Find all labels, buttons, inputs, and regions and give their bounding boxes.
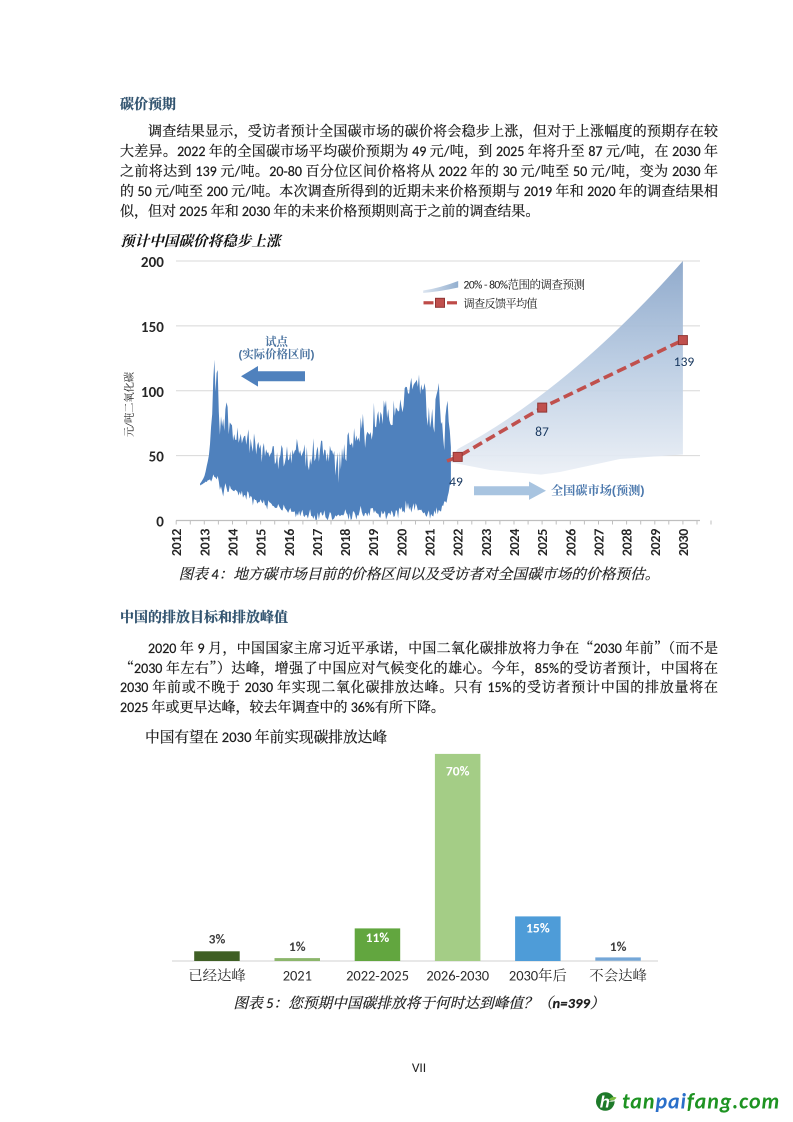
svg-text:49: 49 bbox=[449, 473, 463, 490]
svg-text:2012: 2012 bbox=[168, 529, 185, 556]
svg-text:2027: 2027 bbox=[591, 529, 608, 556]
svg-text:2026-2030: 2026-2030 bbox=[426, 967, 489, 985]
svg-text:11%: 11% bbox=[366, 929, 390, 946]
svg-text:2022-2025: 2022-2025 bbox=[346, 967, 409, 985]
svg-text:2014: 2014 bbox=[225, 529, 242, 556]
svg-text:2029: 2029 bbox=[647, 529, 664, 556]
svg-text:2025: 2025 bbox=[534, 529, 551, 556]
svg-text:tanpaifang.com: tanpaifang.com bbox=[622, 1088, 780, 1115]
svg-text:试点: 试点 bbox=[265, 335, 289, 350]
svg-text:h: h bbox=[600, 1093, 610, 1113]
svg-text:2024: 2024 bbox=[506, 529, 523, 556]
svg-text:1%: 1% bbox=[610, 938, 627, 955]
svg-text:2015: 2015 bbox=[253, 529, 270, 556]
svg-text:0: 0 bbox=[156, 514, 164, 532]
svg-text:200: 200 bbox=[141, 254, 164, 272]
svg-text:3%: 3% bbox=[209, 931, 226, 948]
svg-text:1%: 1% bbox=[289, 938, 306, 955]
svg-text:50: 50 bbox=[149, 449, 165, 467]
svg-text:15%: 15% bbox=[526, 920, 550, 937]
svg-text:(实际价格区间): (实际价格区间) bbox=[239, 347, 315, 362]
svg-text:调查反馈平均值: 调查反馈平均值 bbox=[464, 296, 538, 311]
svg-text:2023: 2023 bbox=[478, 529, 495, 556]
svg-text:87: 87 bbox=[535, 423, 549, 440]
svg-text:2030年后: 2030年后 bbox=[509, 967, 567, 985]
svg-text:已经达峰: 已经达峰 bbox=[188, 967, 246, 985]
svg-text:元/吨二氧化碳: 元/吨二氧化碳 bbox=[123, 371, 136, 437]
svg-text:2030: 2030 bbox=[675, 529, 692, 556]
svg-text:2021: 2021 bbox=[422, 529, 439, 556]
svg-text:2013: 2013 bbox=[196, 529, 213, 556]
svg-text:2019: 2019 bbox=[365, 529, 382, 556]
svg-text:2021: 2021 bbox=[283, 967, 312, 985]
svg-text:2022: 2022 bbox=[450, 529, 467, 556]
svg-text:2017: 2017 bbox=[309, 529, 326, 556]
svg-text:2026: 2026 bbox=[562, 529, 579, 556]
svg-text:2018: 2018 bbox=[337, 529, 354, 556]
svg-text:20% - 80%范围的调查预测: 20% - 80%范围的调查预测 bbox=[464, 278, 585, 293]
svg-text:100: 100 bbox=[141, 384, 164, 402]
svg-text:139: 139 bbox=[674, 353, 695, 370]
svg-text:全国碳市场(预测): 全国碳市场(预测) bbox=[551, 483, 644, 499]
svg-text:2028: 2028 bbox=[619, 529, 636, 556]
svg-text:2016: 2016 bbox=[281, 529, 298, 556]
svg-text:150: 150 bbox=[141, 319, 164, 337]
svg-text:2020: 2020 bbox=[393, 529, 410, 556]
svg-text:不会达峰: 不会达峰 bbox=[589, 967, 647, 985]
svg-text:70%: 70% bbox=[446, 763, 470, 780]
